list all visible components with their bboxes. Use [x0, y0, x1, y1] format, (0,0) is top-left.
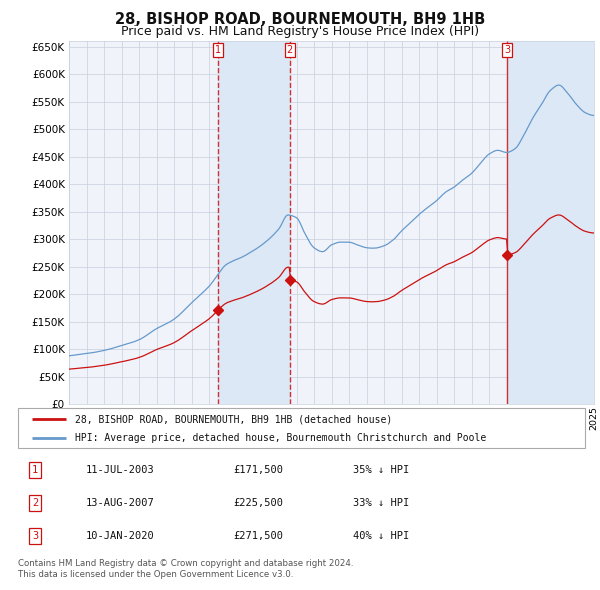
- Bar: [218, 41, 290, 404]
- Text: £171,500: £171,500: [233, 465, 283, 475]
- Text: 2: 2: [287, 45, 293, 55]
- Text: HPI: Average price, detached house, Bournemouth Christchurch and Poole: HPI: Average price, detached house, Bour…: [75, 432, 486, 442]
- Text: £225,500: £225,500: [233, 498, 283, 508]
- Text: 2: 2: [32, 498, 38, 508]
- Text: 1: 1: [215, 45, 221, 55]
- Text: Contains HM Land Registry data © Crown copyright and database right 2024.
This d: Contains HM Land Registry data © Crown c…: [18, 559, 353, 579]
- Text: 3: 3: [32, 531, 38, 541]
- Text: Price paid vs. HM Land Registry's House Price Index (HPI): Price paid vs. HM Land Registry's House …: [121, 25, 479, 38]
- Bar: [507, 41, 594, 404]
- Text: 1: 1: [32, 465, 38, 475]
- FancyBboxPatch shape: [18, 408, 585, 448]
- Text: 33% ↓ HPI: 33% ↓ HPI: [353, 498, 409, 508]
- Text: 35% ↓ HPI: 35% ↓ HPI: [353, 465, 409, 475]
- Text: 13-AUG-2007: 13-AUG-2007: [86, 498, 155, 508]
- Text: 11-JUL-2003: 11-JUL-2003: [86, 465, 155, 475]
- Text: 28, BISHOP ROAD, BOURNEMOUTH, BH9 1HB: 28, BISHOP ROAD, BOURNEMOUTH, BH9 1HB: [115, 12, 485, 27]
- Text: 40% ↓ HPI: 40% ↓ HPI: [353, 531, 409, 541]
- Text: 10-JAN-2020: 10-JAN-2020: [86, 531, 155, 541]
- Text: 3: 3: [504, 45, 510, 55]
- Text: 28, BISHOP ROAD, BOURNEMOUTH, BH9 1HB (detached house): 28, BISHOP ROAD, BOURNEMOUTH, BH9 1HB (d…: [75, 414, 392, 424]
- Text: £271,500: £271,500: [233, 531, 283, 541]
